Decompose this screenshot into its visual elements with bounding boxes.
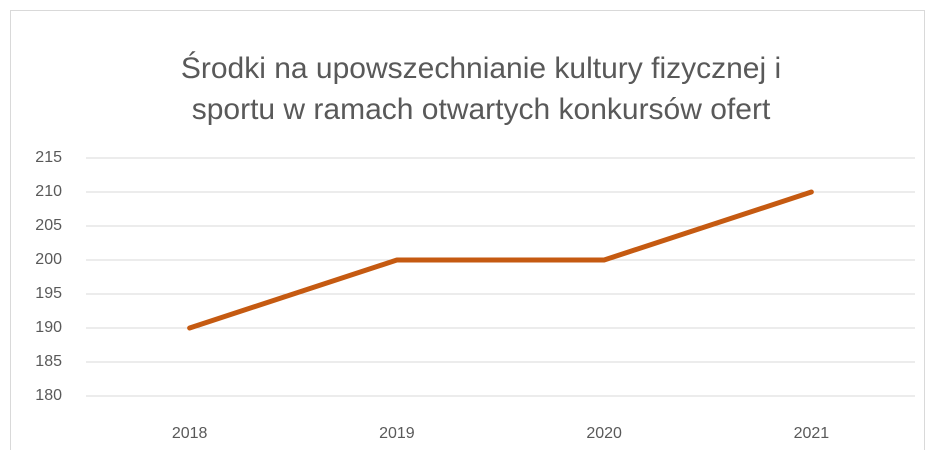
- x-tick-label: 2018: [172, 425, 208, 442]
- chart-title: sportu w ramach otwartych konkursów ofer…: [192, 93, 771, 126]
- chart-title: Środki na upowszechnianie kultury fizycz…: [181, 51, 781, 85]
- y-tick-label: 180: [35, 387, 62, 404]
- x-tick-label: 2020: [586, 425, 622, 442]
- x-tick-label: 2021: [794, 425, 830, 442]
- y-tick-label: 190: [35, 319, 62, 336]
- y-tick-label: 205: [35, 217, 62, 234]
- y-tick-label: 185: [35, 353, 62, 370]
- x-tick-label: 2019: [379, 425, 415, 442]
- y-tick-label: 210: [35, 183, 62, 200]
- chart-frame: [10, 10, 925, 450]
- y-tick-label: 200: [35, 251, 62, 268]
- y-tick-label: 215: [35, 149, 62, 166]
- data-line: [187, 189, 814, 331]
- y-tick-label: 195: [35, 285, 62, 302]
